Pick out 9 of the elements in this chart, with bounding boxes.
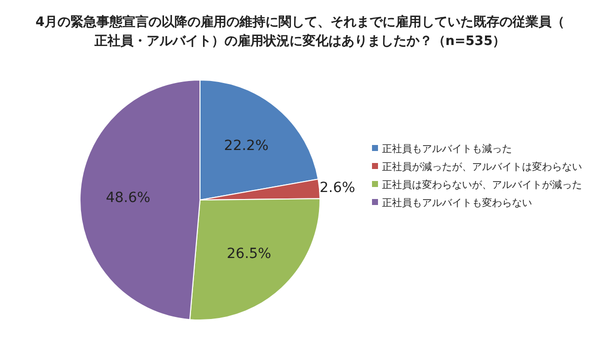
data-label: 22.2% xyxy=(224,138,269,154)
chart-title: 4月の緊急事態宣言の以降の雇用の維持に関して、それまでに雇用していた既存の従業員（正社員・アルバイト）の雇用状況に変化はありましたか？（n=535） xyxy=(35,14,565,49)
legend-label: 正社員もアルバイトも減った xyxy=(382,143,512,155)
data-label: 48.6% xyxy=(106,190,150,206)
data-label: 26.5% xyxy=(226,246,272,262)
legend-label: 正社員もアルバイトも変わらない xyxy=(382,197,532,209)
legend-label: 正社員が減ったが、アルバイトは変わらない xyxy=(382,161,582,173)
legend-label: 正社員は変わらないが、アルバイトが減った xyxy=(382,179,582,191)
data-label: 2.6% xyxy=(320,180,356,196)
